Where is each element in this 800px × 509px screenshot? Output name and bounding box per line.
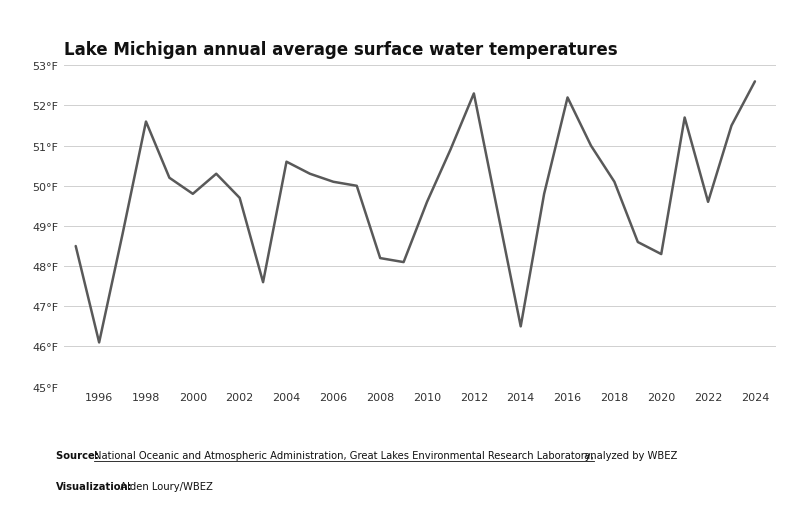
Text: National Oceanic and Atmospheric Administration, Great Lakes Environmental Resea: National Oceanic and Atmospheric Adminis… [94, 450, 594, 461]
Text: Alden Loury/WBEZ: Alden Loury/WBEZ [117, 481, 213, 491]
Text: Lake Michigan annual average surface water temperatures: Lake Michigan annual average surface wat… [64, 41, 618, 59]
Text: Source:: Source: [56, 450, 102, 461]
Text: analyzed by WBEZ: analyzed by WBEZ [581, 450, 677, 461]
Text: Visualization:: Visualization: [56, 481, 133, 491]
